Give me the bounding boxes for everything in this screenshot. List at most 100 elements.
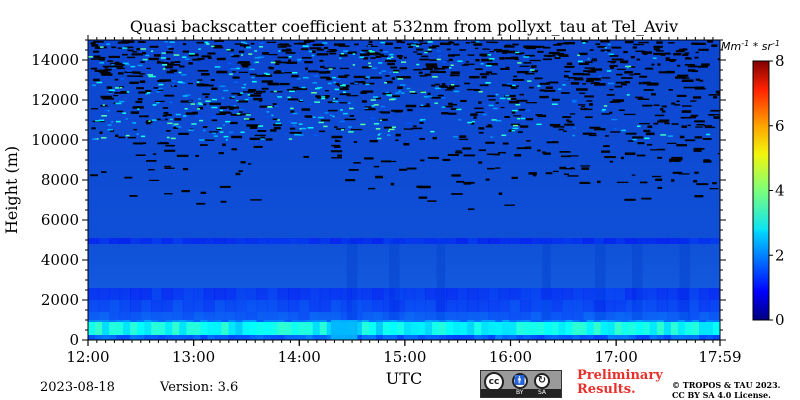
heatmap-dropout xyxy=(604,135,609,137)
heatmap-dropout xyxy=(216,70,228,74)
heatmap-dropout xyxy=(216,57,226,61)
heatmap-dropout xyxy=(395,139,399,142)
heatmap-speckle xyxy=(111,89,115,92)
heatmap-dropout xyxy=(273,123,282,126)
heatmap-dropout xyxy=(424,50,433,53)
heatmap-speckle xyxy=(145,54,150,57)
heatmap-speckle xyxy=(604,50,608,53)
heatmap-dropout xyxy=(419,137,425,140)
heatmap-dropout xyxy=(266,41,277,44)
heatmap-speckle xyxy=(515,103,521,106)
heatmap-cell xyxy=(467,238,479,244)
heatmap-cell xyxy=(551,320,560,322)
heatmap-dropout xyxy=(505,66,510,69)
heatmap-cell xyxy=(572,335,581,340)
heatmap-dropout xyxy=(469,75,480,79)
heatmap-dropout xyxy=(250,42,255,45)
heatmap-dropout xyxy=(452,54,460,56)
heatmap-cell xyxy=(182,238,194,244)
heatmap-dropout xyxy=(455,151,463,154)
heatmap-cell xyxy=(530,288,542,300)
heatmap-dropout xyxy=(238,170,243,172)
heatmap-dropout xyxy=(624,40,634,44)
heatmap-cell xyxy=(193,312,205,320)
heatmap-dropout xyxy=(192,111,199,115)
heatmap-dropout xyxy=(588,134,597,137)
heatmap-speckle xyxy=(199,119,204,122)
heatmap-cell xyxy=(256,320,265,322)
heatmap-dropout xyxy=(219,106,228,109)
heatmap-speckle xyxy=(485,64,492,67)
heatmap-speckle xyxy=(173,54,180,56)
heatmap-speckle xyxy=(162,64,168,66)
heatmap-dropout xyxy=(464,63,475,65)
heatmap-dropout xyxy=(511,176,518,180)
heatmap-dropout xyxy=(475,68,483,71)
heatmap-dropout xyxy=(394,47,402,49)
heatmap-cell xyxy=(614,288,626,300)
heatmap-dropout xyxy=(90,174,98,177)
heatmap-speckle xyxy=(342,84,346,86)
heatmap-speckle xyxy=(405,122,412,125)
heatmap-speckle xyxy=(288,56,292,58)
heatmap-cell xyxy=(435,300,447,312)
heatmap-speckle xyxy=(103,110,109,112)
cc-license-badge[interactable]: cc 🚹 ↻ BY SA xyxy=(480,370,562,398)
heatmap-dropout xyxy=(530,65,537,68)
heatmap-cell xyxy=(119,300,131,312)
heatmap-cell xyxy=(375,335,384,340)
heatmap-cell xyxy=(446,238,458,244)
heatmap-dropout xyxy=(466,88,479,91)
heatmap-cell xyxy=(667,288,679,300)
heatmap-dropout xyxy=(287,98,299,101)
heatmap-dropout xyxy=(687,124,691,127)
heatmap-cell xyxy=(389,335,398,340)
heatmap-dropout xyxy=(234,43,243,45)
heatmap-cell xyxy=(123,335,131,340)
heatmap-cell xyxy=(372,238,384,244)
heatmap-cell xyxy=(140,312,152,320)
heatmap-speckle xyxy=(230,68,237,70)
heatmap-dropout xyxy=(197,83,209,87)
heatmap-cell xyxy=(109,238,121,244)
heatmap-dropout xyxy=(229,108,234,110)
heatmap-dropout xyxy=(485,125,493,128)
heatmap-cell xyxy=(477,238,489,244)
heatmap-cell xyxy=(698,320,707,322)
heatmap-dropout xyxy=(485,141,495,144)
heatmap-speckle xyxy=(423,96,429,98)
heatmap-dropout xyxy=(290,110,295,113)
heatmap-cell xyxy=(432,335,440,340)
heatmap-cell xyxy=(109,312,121,320)
heatmap-dropout xyxy=(668,89,673,91)
heatmap-speckle xyxy=(299,128,302,130)
heatmap-dropout xyxy=(353,75,366,79)
heatmap-cell xyxy=(551,335,560,340)
heatmap-cell xyxy=(298,335,307,340)
heatmap-dropout xyxy=(695,51,699,54)
heatmap-speckle xyxy=(343,50,349,52)
heatmap-dropout xyxy=(379,49,383,52)
heatmap-dropout xyxy=(439,85,448,88)
heatmap-speckle xyxy=(219,131,224,133)
heatmap-speckle xyxy=(367,45,372,47)
heatmap-cell xyxy=(425,335,433,340)
heatmap-dropout xyxy=(93,40,104,43)
heatmap-speckle xyxy=(332,115,335,118)
heatmap-speckle xyxy=(379,132,382,135)
heatmap-speckle xyxy=(348,131,354,133)
heatmap-dropout xyxy=(170,69,178,72)
heatmap-dropout xyxy=(643,129,651,133)
heatmap-dropout xyxy=(281,49,292,52)
heatmap-speckle xyxy=(475,41,480,43)
heatmap-speckle xyxy=(450,84,455,86)
heatmap-cell xyxy=(635,322,644,335)
heatmap-cell xyxy=(628,335,637,340)
heatmap-dropout xyxy=(514,58,519,61)
heatmap-dropout xyxy=(201,73,210,76)
heatmap-cell xyxy=(263,320,272,322)
heatmap-cell xyxy=(305,320,314,322)
heatmap-dropout xyxy=(207,52,216,55)
heatmap-dropout xyxy=(353,162,361,164)
heatmap-dropout xyxy=(405,104,417,108)
